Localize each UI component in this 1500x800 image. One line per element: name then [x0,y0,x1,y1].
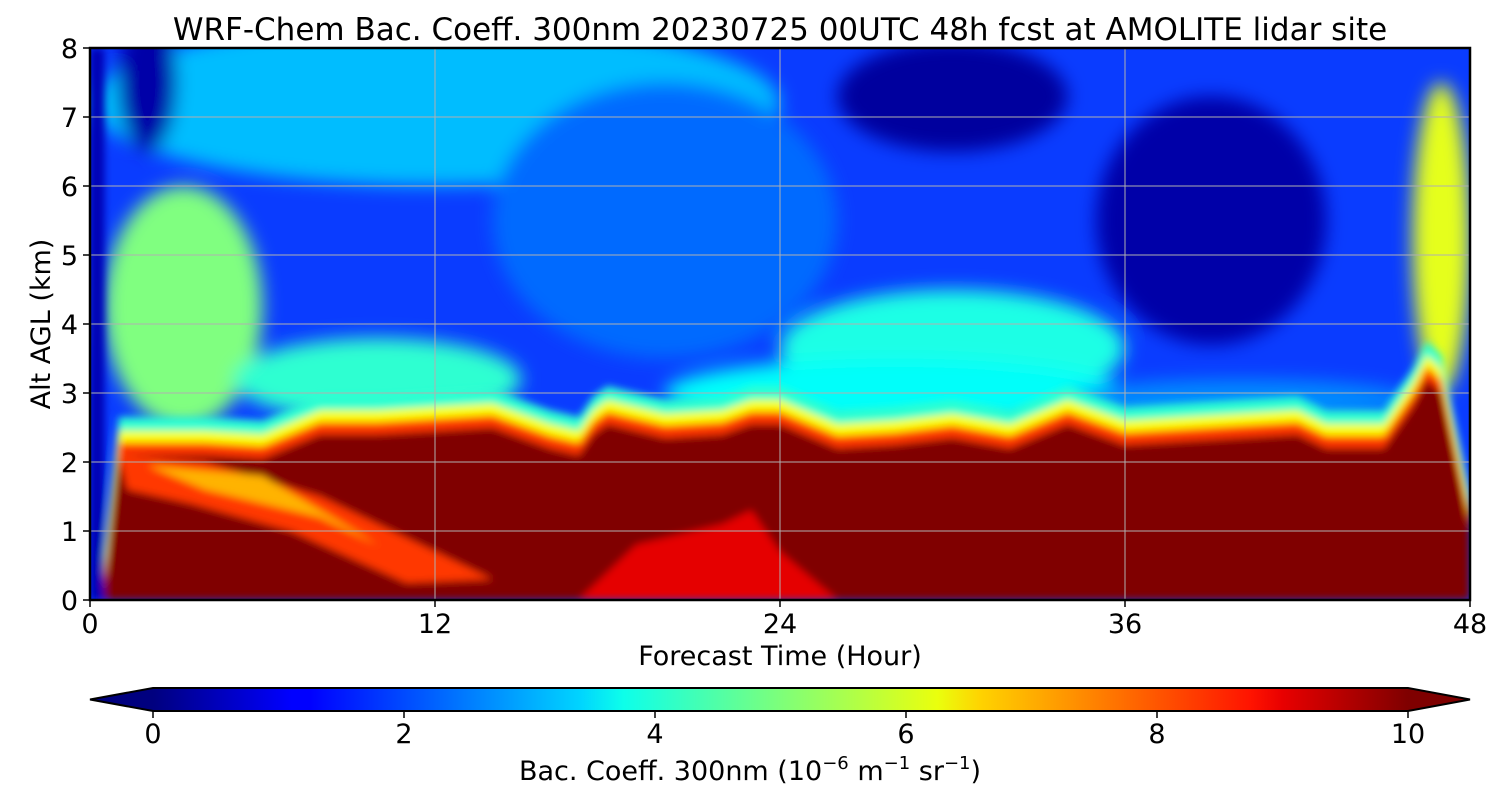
x-tick-label: 12 [418,609,452,640]
colorbar-label-exponent: −1 [883,753,911,774]
mid-blob [492,82,838,359]
aloft-aerosol-blob [1412,82,1470,393]
y-tick-label: 0 [61,586,78,617]
upper-dark-blob [837,48,1068,152]
y-tick-label: 6 [61,172,78,203]
colorbar-over-arrow [1408,688,1470,711]
colorbar-label-exponent: −6 [822,753,849,774]
x-axis-label: Forecast Time (Hour) [638,641,922,672]
secondary-plume-core [147,465,421,566]
aloft-aerosol-blob [104,186,263,428]
colorbar-tick-label: 10 [1391,719,1425,750]
y-tick-label: 2 [61,448,78,479]
y-tick-label: 7 [61,103,78,134]
colorbar-label-unit-m: m [848,756,884,787]
left-dark-blob [118,48,177,152]
colorbar: 0 2 4 6 8 10 [89,687,1471,750]
colorbar-tick-label: 0 [144,719,161,750]
colorbar-label-close: ) [970,756,982,787]
colorbar-tick-label: 4 [646,719,663,750]
colorbar-tick-label: 8 [1148,719,1165,750]
y-tick-label: 4 [61,310,78,341]
x-tick-label: 0 [81,609,98,640]
y-tick-label: 5 [61,241,78,272]
y-tick-label: 1 [61,517,78,548]
colorbar-tick-label: 6 [897,719,914,750]
y-axis-label: Alt AGL (km) [26,239,57,410]
colorbar-under-arrow [90,688,153,711]
colorbar-label-text: Bac. Coeff. 300nm (10 [518,756,823,787]
grid-lines [90,48,1470,600]
chart-title: WRF-Chem Bac. Coeff. 300nm 20230725 00UT… [173,12,1387,48]
x-tick-label: 48 [1453,609,1487,640]
colorbar-ticks: 0 2 4 6 8 10 [144,711,1425,750]
colorbar-scale [153,688,1408,711]
colorbar-label: Bac. Coeff. 300nm (10−6 m−1 sr−1) [0,754,1500,790]
y-tick-label: 3 [61,379,78,410]
colorbar-tick-label: 2 [395,719,412,750]
backscatter-field [90,48,1470,428]
low-level-maximum [578,510,838,600]
colorbar-label-exponent: −1 [943,753,971,774]
upper-dark-blob [1096,96,1327,345]
x-tick-label: 36 [1108,609,1142,640]
x-tick-label: 24 [763,609,797,640]
colorbar-label-unit-sr: sr [910,756,944,787]
plot-area [90,48,1470,600]
y-tick-label: 8 [61,34,78,65]
